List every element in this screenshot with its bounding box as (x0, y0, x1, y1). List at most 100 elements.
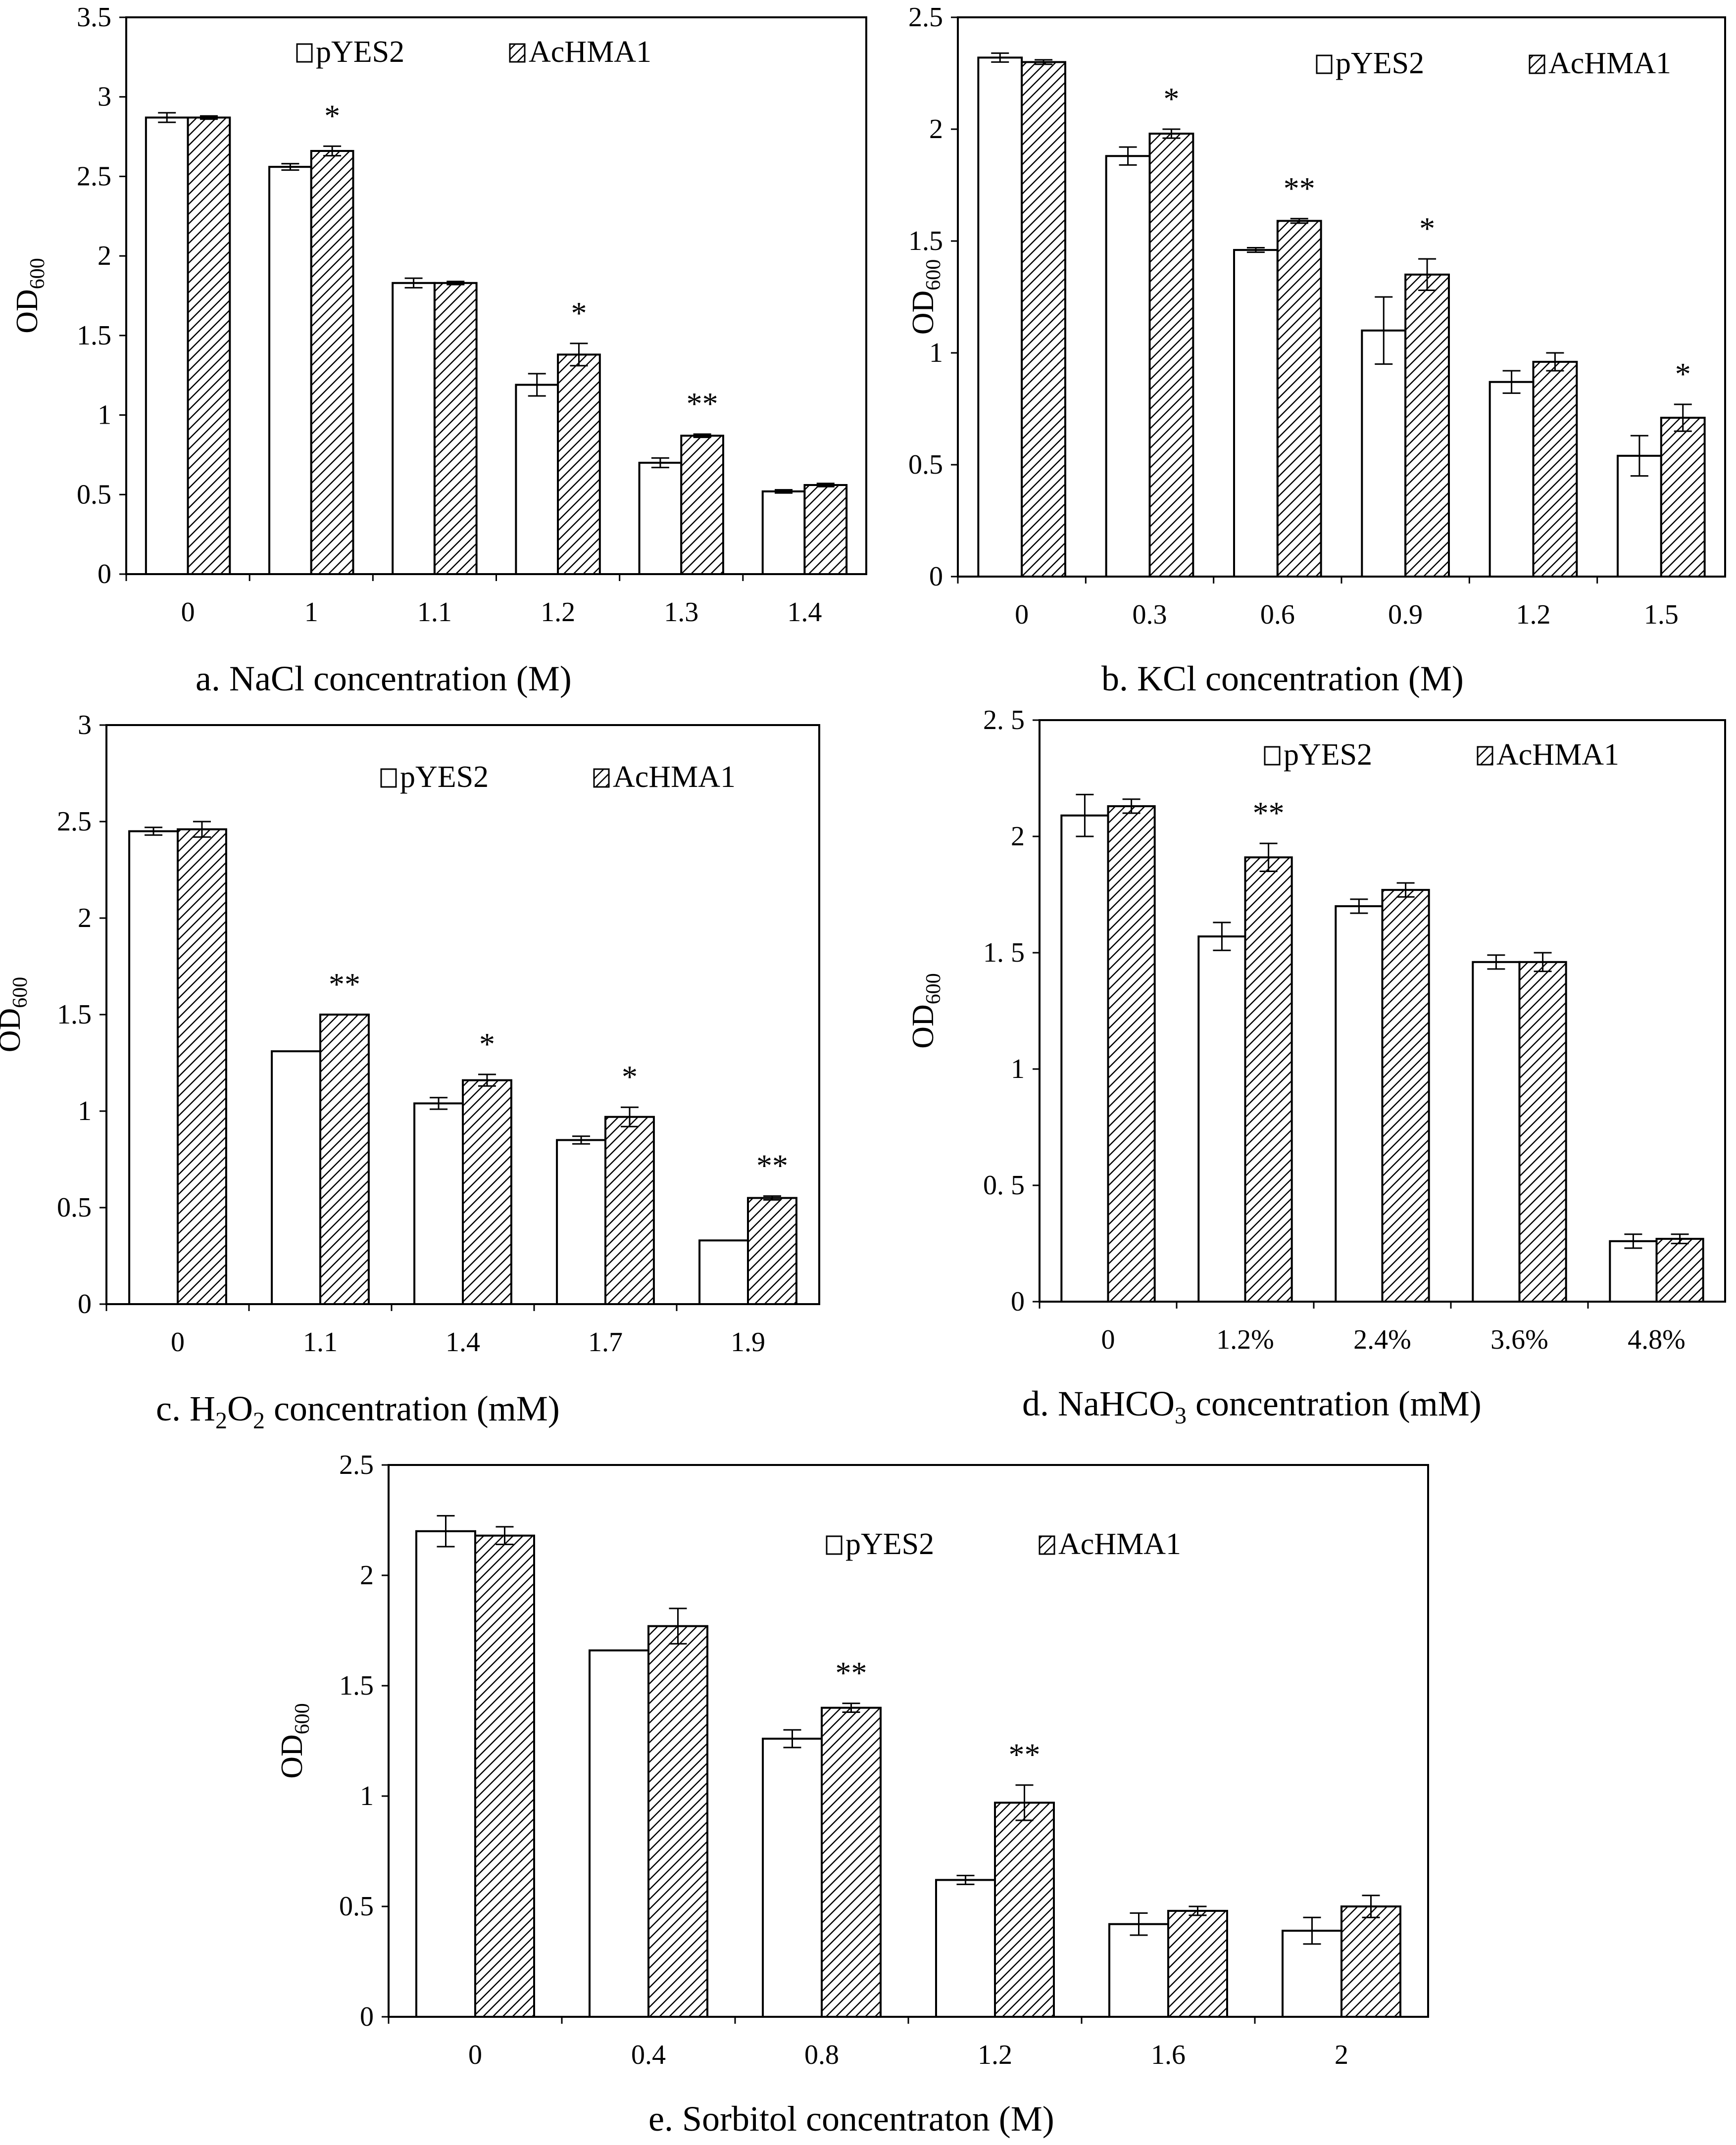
plot-frame (125, 16, 867, 575)
y-axis-label: OD600 (10, 258, 49, 334)
significance-mark: * (1675, 356, 1691, 391)
y-axis-label: OD600 (906, 973, 945, 1049)
legend: pYES2 AcHMA1 (380, 760, 736, 794)
bar-achma1 (604, 1116, 655, 1305)
bar-achma1 (474, 1534, 535, 2018)
significance-mark: * (1419, 211, 1435, 246)
legend-swatch-pyes2 (1264, 746, 1281, 766)
legend-label-achma1: AcHMA1 (529, 35, 651, 69)
y-tick-label: 0.5 (57, 1192, 92, 1223)
x-tick-label: 3.6% (1490, 1324, 1548, 1355)
x-tick-label: 1.5 (1644, 599, 1679, 630)
x-tick-label: 0 (1015, 599, 1029, 630)
chart-caption: a. NaCl concentration (M) (196, 659, 572, 698)
x-tick-label: 1.6 (1151, 2040, 1186, 2070)
y-tick-label: 0 (1011, 1286, 1025, 1317)
significance-mark: ** (836, 1656, 867, 1691)
bar-pyes2 (1060, 814, 1109, 1303)
y-axis-label: OD600 (0, 977, 32, 1053)
x-tick-label: 0 (181, 597, 195, 628)
legend-swatch-pyes2 (380, 768, 397, 788)
significance-mark: * (571, 295, 587, 331)
legend-swatch-achma1 (509, 43, 526, 63)
legend-label-achma1: AcHMA1 (1496, 738, 1619, 772)
legend-swatch-pyes2 (826, 1535, 843, 1555)
bar-achma1 (462, 1079, 512, 1306)
plot-frame (957, 16, 1726, 578)
significance-mark: ** (329, 967, 360, 1002)
bar-pyes2 (415, 1530, 476, 2018)
x-tick-label: 1.2 (978, 2040, 1012, 2070)
significance-mark: ** (1009, 1737, 1041, 1772)
legend-label-achma1: AcHMA1 (1058, 1527, 1181, 1561)
chart-caption: c. H2O2 concentration (mM) (156, 1389, 560, 1434)
significance-mark: * (479, 1026, 495, 1062)
bar-pyes2 (515, 384, 559, 575)
y-tick-label: 1 (360, 1781, 374, 1811)
bar-achma1 (177, 828, 227, 1305)
bar-pyes2 (1105, 155, 1151, 578)
significance-mark: ** (687, 386, 718, 421)
x-tick-label: 1.2 (1516, 599, 1551, 630)
y-axis-label: OD600 (906, 259, 945, 335)
bar-achma1 (1518, 961, 1567, 1303)
bar-achma1 (433, 282, 478, 575)
x-tick-label: 1.2% (1216, 1324, 1274, 1355)
legend-label-pyes2: pYES2 (1336, 47, 1424, 80)
bar-pyes2 (128, 830, 179, 1305)
bar-achma1 (1107, 805, 1156, 1303)
x-tick-label: 1.3 (664, 597, 698, 628)
legend-swatch-pyes2 (296, 43, 313, 63)
x-tick-label: 0.6 (1260, 599, 1295, 630)
y-tick-label: 2 (360, 1560, 374, 1591)
y-tick-label: 2 (78, 903, 92, 933)
x-tick-label: 0.8 (804, 2040, 839, 2070)
legend-label-pyes2: pYES2 (316, 35, 404, 69)
y-tick-label: 3 (78, 710, 92, 740)
legend-swatch-achma1 (593, 768, 610, 788)
y-tick-label: 0.5 (908, 449, 943, 480)
bar-achma1 (1167, 1909, 1228, 2018)
bar-achma1 (1021, 61, 1067, 578)
bar-achma1 (187, 116, 231, 575)
y-tick-label: 1.5 (77, 320, 111, 351)
x-tick-label: 1.1 (303, 1327, 338, 1358)
x-tick-label: 1.4 (787, 597, 822, 628)
legend-swatch-pyes2 (1316, 54, 1333, 74)
y-tick-label: 0. 5 (983, 1170, 1025, 1201)
chart-caption: e. Sorbitol concentraton (M) (648, 2099, 1054, 2139)
bar-achma1 (1276, 220, 1322, 578)
bar-achma1 (1532, 361, 1578, 578)
y-tick-label: 0 (360, 2001, 374, 2032)
bar-achma1 (994, 1802, 1055, 2018)
bar-pyes2 (145, 116, 189, 575)
bar-pyes2 (638, 462, 683, 575)
y-tick-label: 2.5 (77, 161, 111, 192)
y-axis-label: OD600 (275, 1703, 314, 1779)
y-tick-label: 2.5 (908, 2, 943, 33)
legend: pYES2 AcHMA1 (296, 35, 651, 69)
y-tick-label: 3 (98, 82, 111, 112)
x-tick-label: 2 (1335, 2040, 1348, 2070)
chart-c: 0 0.5 1 1.5 2 2.5 3 OD600 0 1.1 ** 1.4 * 1.7 * 1.9 ** pYE… (0, 710, 820, 1434)
bar-achma1 (1655, 1238, 1704, 1303)
legend: pYES2 AcHMA1 (1264, 738, 1619, 772)
x-tick-label: 1.2 (541, 597, 575, 628)
legend-swatch-achma1 (1529, 54, 1545, 74)
y-tick-label: 2 (929, 114, 943, 145)
x-tick-label: 0.4 (631, 2040, 666, 2070)
y-tick-label: 0.5 (339, 1891, 374, 1922)
bar-pyes2 (268, 166, 312, 575)
y-tick-label: 2 (1011, 821, 1025, 852)
bar-achma1 (747, 1197, 797, 1305)
bar-pyes2 (762, 1738, 823, 2018)
legend-swatch-achma1 (1477, 746, 1493, 766)
legend-label-achma1: AcHMA1 (1548, 47, 1671, 80)
bar-achma1 (319, 1014, 370, 1305)
x-tick-label: 0.3 (1133, 599, 1167, 630)
y-tick-label: 0.5 (77, 479, 111, 510)
x-tick-label: 1.7 (588, 1327, 623, 1358)
significance-mark: * (1163, 81, 1179, 116)
bar-pyes2 (1472, 961, 1521, 1303)
y-tick-label: 0 (78, 1289, 92, 1319)
